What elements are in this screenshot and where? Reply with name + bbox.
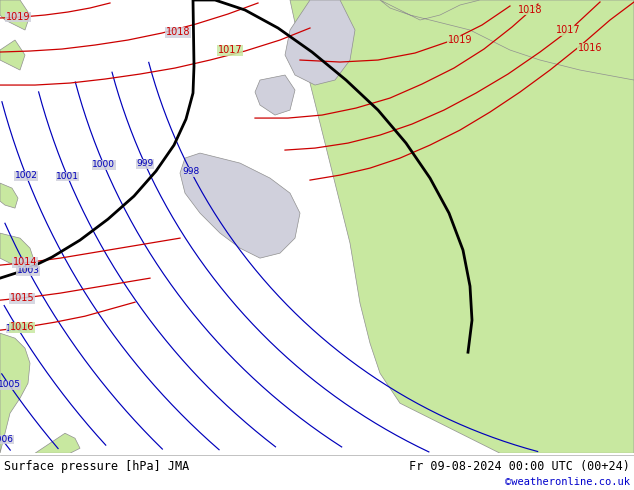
- Text: Surface pressure [hPa] JMA: Surface pressure [hPa] JMA: [4, 460, 190, 473]
- Polygon shape: [0, 0, 30, 30]
- Text: 1003: 1003: [16, 266, 40, 275]
- Text: 1016: 1016: [578, 43, 602, 53]
- Polygon shape: [0, 40, 25, 70]
- Polygon shape: [0, 233, 35, 268]
- Text: 1015: 1015: [10, 293, 34, 303]
- Polygon shape: [0, 183, 18, 208]
- Text: 1005: 1005: [0, 380, 21, 390]
- Text: 999: 999: [136, 159, 153, 168]
- Polygon shape: [35, 433, 80, 453]
- Text: 1018: 1018: [165, 27, 190, 37]
- Text: ©weatheronline.co.uk: ©weatheronline.co.uk: [505, 477, 630, 487]
- Text: 1000: 1000: [93, 160, 115, 169]
- Polygon shape: [180, 153, 300, 258]
- Polygon shape: [285, 0, 355, 85]
- Polygon shape: [0, 453, 634, 490]
- Text: 1014: 1014: [13, 257, 37, 267]
- Text: 1002: 1002: [15, 172, 37, 180]
- Text: 1019: 1019: [6, 12, 30, 22]
- Text: 1004: 1004: [6, 324, 29, 333]
- Text: 1017: 1017: [217, 45, 242, 55]
- Polygon shape: [290, 0, 634, 453]
- Text: 1006: 1006: [0, 435, 13, 444]
- Text: 1017: 1017: [555, 25, 580, 35]
- Text: Fr 09-08-2024 00:00 UTC (00+24): Fr 09-08-2024 00:00 UTC (00+24): [409, 460, 630, 473]
- Text: 1019: 1019: [448, 35, 472, 45]
- Text: 1018: 1018: [518, 5, 542, 15]
- Polygon shape: [0, 333, 30, 453]
- Text: 1001: 1001: [56, 172, 79, 181]
- Text: 1016: 1016: [10, 322, 34, 332]
- Polygon shape: [255, 75, 295, 115]
- Polygon shape: [380, 0, 634, 80]
- Text: 998: 998: [183, 168, 200, 176]
